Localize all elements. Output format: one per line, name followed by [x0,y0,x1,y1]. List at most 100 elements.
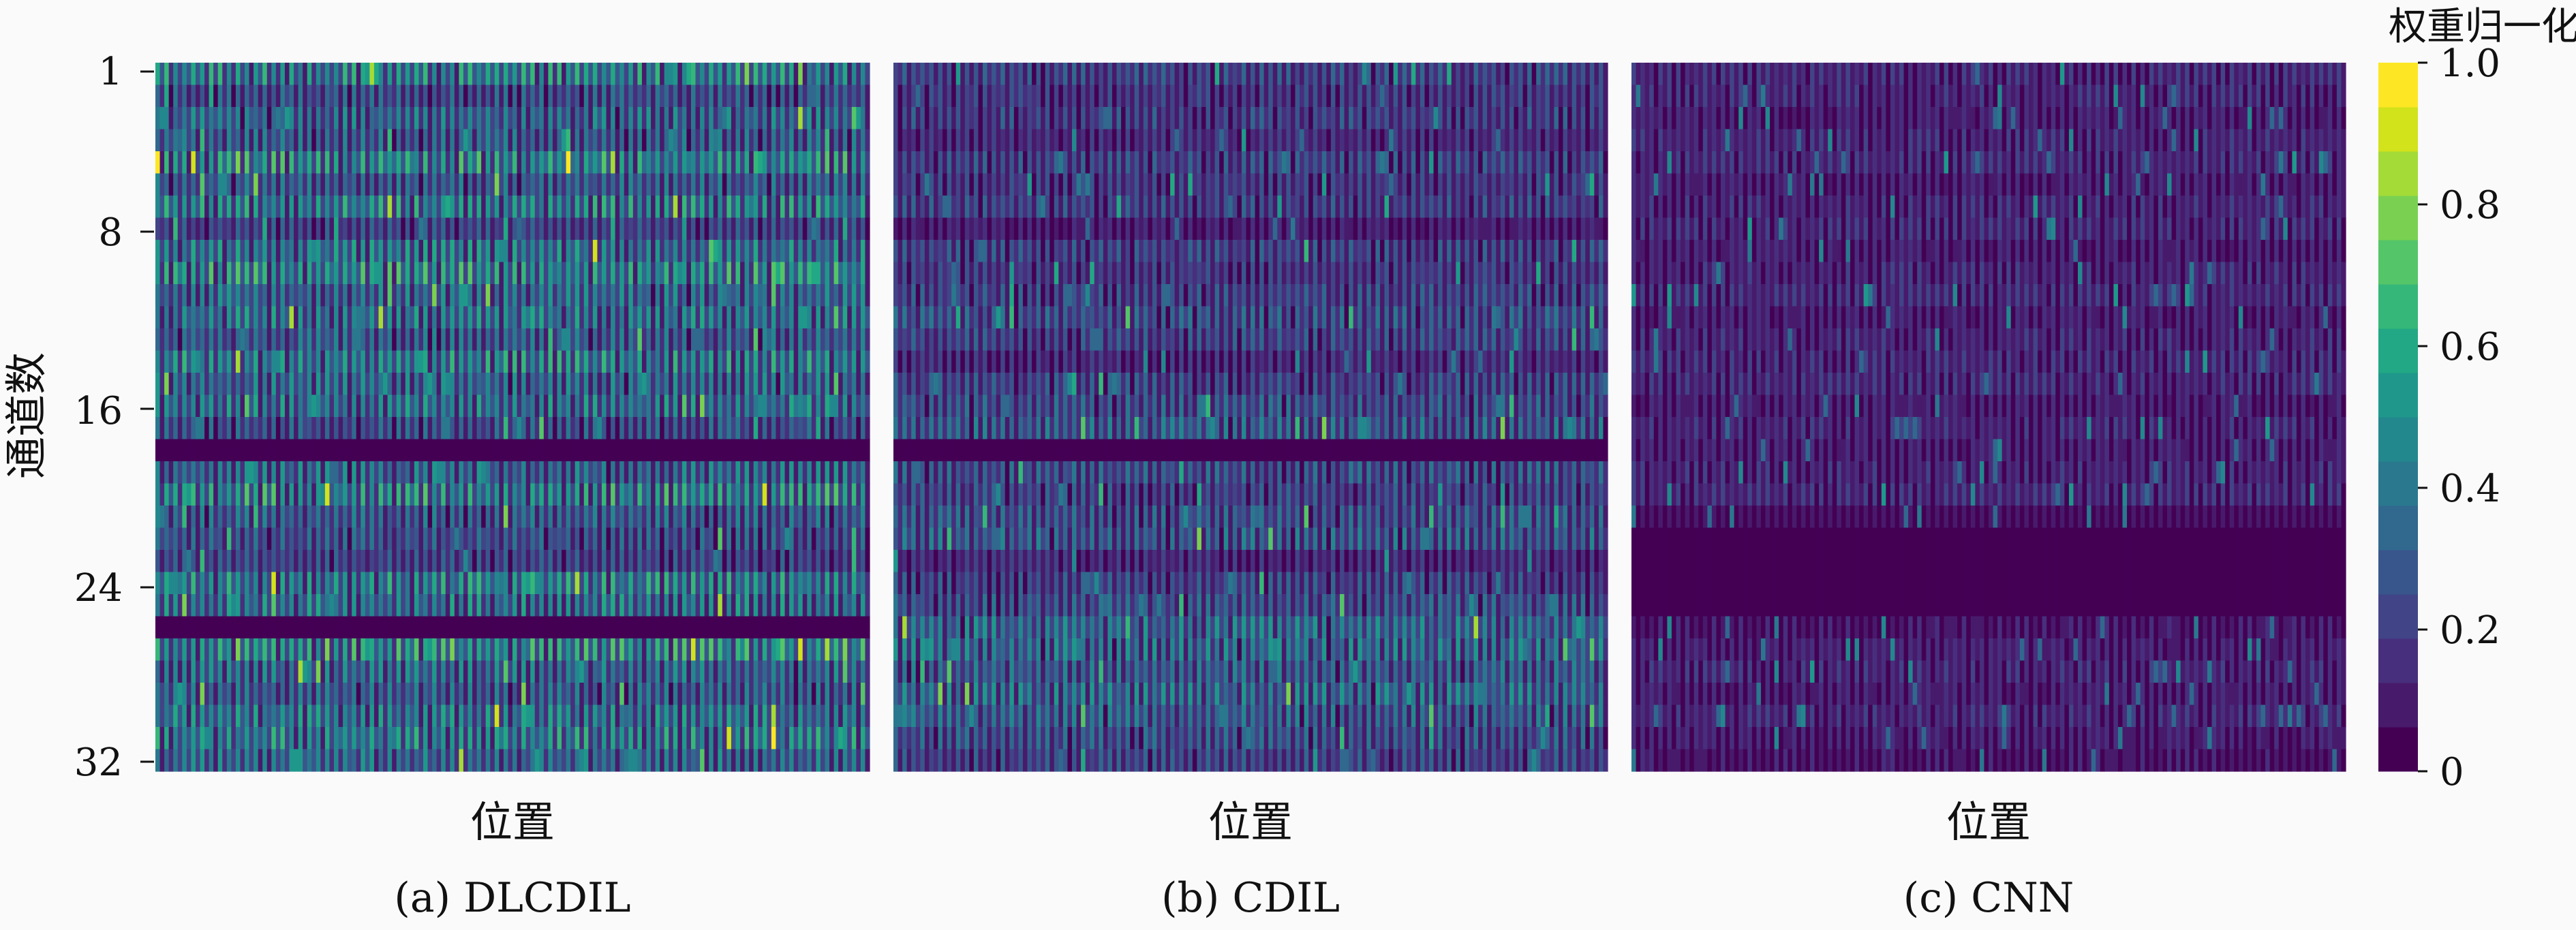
heatmap-cell [696,240,701,262]
heatmap-cell [428,617,433,639]
heatmap-cell [325,174,330,196]
heatmap-cell [686,727,691,749]
heatmap-cell [705,196,709,218]
heatmap-cell [557,373,562,395]
heatmap-cell [588,572,593,595]
heatmap-cell [446,218,450,241]
heatmap-cell [316,63,321,85]
heatmap-cell [178,63,183,85]
heatmap-cell [320,461,325,484]
heatmap-cell [539,461,544,484]
heatmap-cell [455,307,459,329]
heatmap-cell [624,705,629,728]
heatmap-cell [642,617,647,639]
heatmap-cell [852,638,857,661]
heatmap-cell [187,461,191,484]
heatmap-cell [651,151,656,174]
heatmap-cell [803,262,808,285]
heatmap-cell [401,617,405,639]
heatmap-cell [825,461,830,484]
heatmap-cell [807,174,812,196]
heatmap-cell [290,218,294,241]
heatmap-cell [262,683,267,705]
heatmap-cell [356,328,361,351]
heatmap-cell [423,262,428,285]
heatmap-cell [588,461,593,484]
heatmap-cell [441,638,446,661]
heatmap-cell [356,528,361,551]
heatmap-cell [611,63,615,85]
heatmap-cell [410,683,414,705]
heatmap-cell [673,550,678,572]
heatmap-cell [647,572,651,595]
heatmap-cell [468,417,473,439]
heatmap-cell [664,218,669,241]
heatmap-cell [280,373,285,395]
heatmap-cell [607,594,611,617]
heatmap-cell [780,328,785,351]
heatmap-cell [369,506,374,528]
heatmap-cell [852,129,857,152]
heatmap-cell [329,107,334,129]
heatmap-cell [722,617,727,639]
heatmap-cell [285,484,290,506]
heatmap-cell [593,85,598,108]
heatmap-cell [584,638,589,661]
heatmap-cell [155,85,160,108]
heatmap-cell [607,638,611,661]
heatmap-cell [191,174,196,196]
heatmap-cell [276,174,281,196]
heatmap-cell [633,107,638,129]
heatmap-cell [669,174,673,196]
heatmap-cell [562,240,566,262]
heatmap-cell [213,439,218,462]
heatmap-cell [339,307,343,329]
heatmap-cell [847,284,852,307]
heatmap-cell [812,262,816,285]
heatmap-cell [352,351,356,373]
heatmap-cell [155,174,160,196]
heatmap-cell [696,85,701,108]
heatmap-cell [807,63,812,85]
heatmap-cell [271,284,276,307]
heatmap-cell [311,307,316,329]
heatmap-cell [696,484,701,506]
heatmap-cell [785,484,790,506]
heatmap-cell [227,417,232,439]
heatmap-cell [847,196,852,218]
heatmap-cell [602,307,607,329]
heatmap-cell [455,528,459,551]
heatmap-cell [388,284,393,307]
heatmap-cell [441,218,446,241]
heatmap-cell [566,85,571,108]
heatmap-cell [446,307,450,329]
heatmap-cell [584,351,589,373]
heatmap-cell [311,351,316,373]
heatmap-cell [486,262,491,285]
heatmap-cell [343,439,348,462]
heatmap-cell [307,262,312,285]
heatmap-cell [705,373,709,395]
heatmap-cell [401,705,405,728]
heatmap-cell [847,129,852,152]
heatmap-cell [450,85,455,108]
heatmap-cell [204,395,209,418]
heatmap-cell [673,196,678,218]
heatmap-cell [705,328,709,351]
heatmap-cell [504,395,508,418]
heatmap-cell [647,594,651,617]
heatmap-cell [754,218,758,241]
heatmap-cell [696,461,701,484]
heatmap-cell [749,85,754,108]
heatmap-cell [245,373,249,395]
heatmap-cell [633,550,638,572]
heatmap-cell [714,63,718,85]
heatmap-cell [222,484,227,506]
heatmap-cell [463,196,468,218]
heatmap-cell [290,129,294,152]
heatmap-cell [709,661,714,683]
heatmap-cell [231,63,236,85]
heatmap-cell [736,107,741,129]
heatmap-cell [789,174,794,196]
heatmap-cell [227,439,232,462]
